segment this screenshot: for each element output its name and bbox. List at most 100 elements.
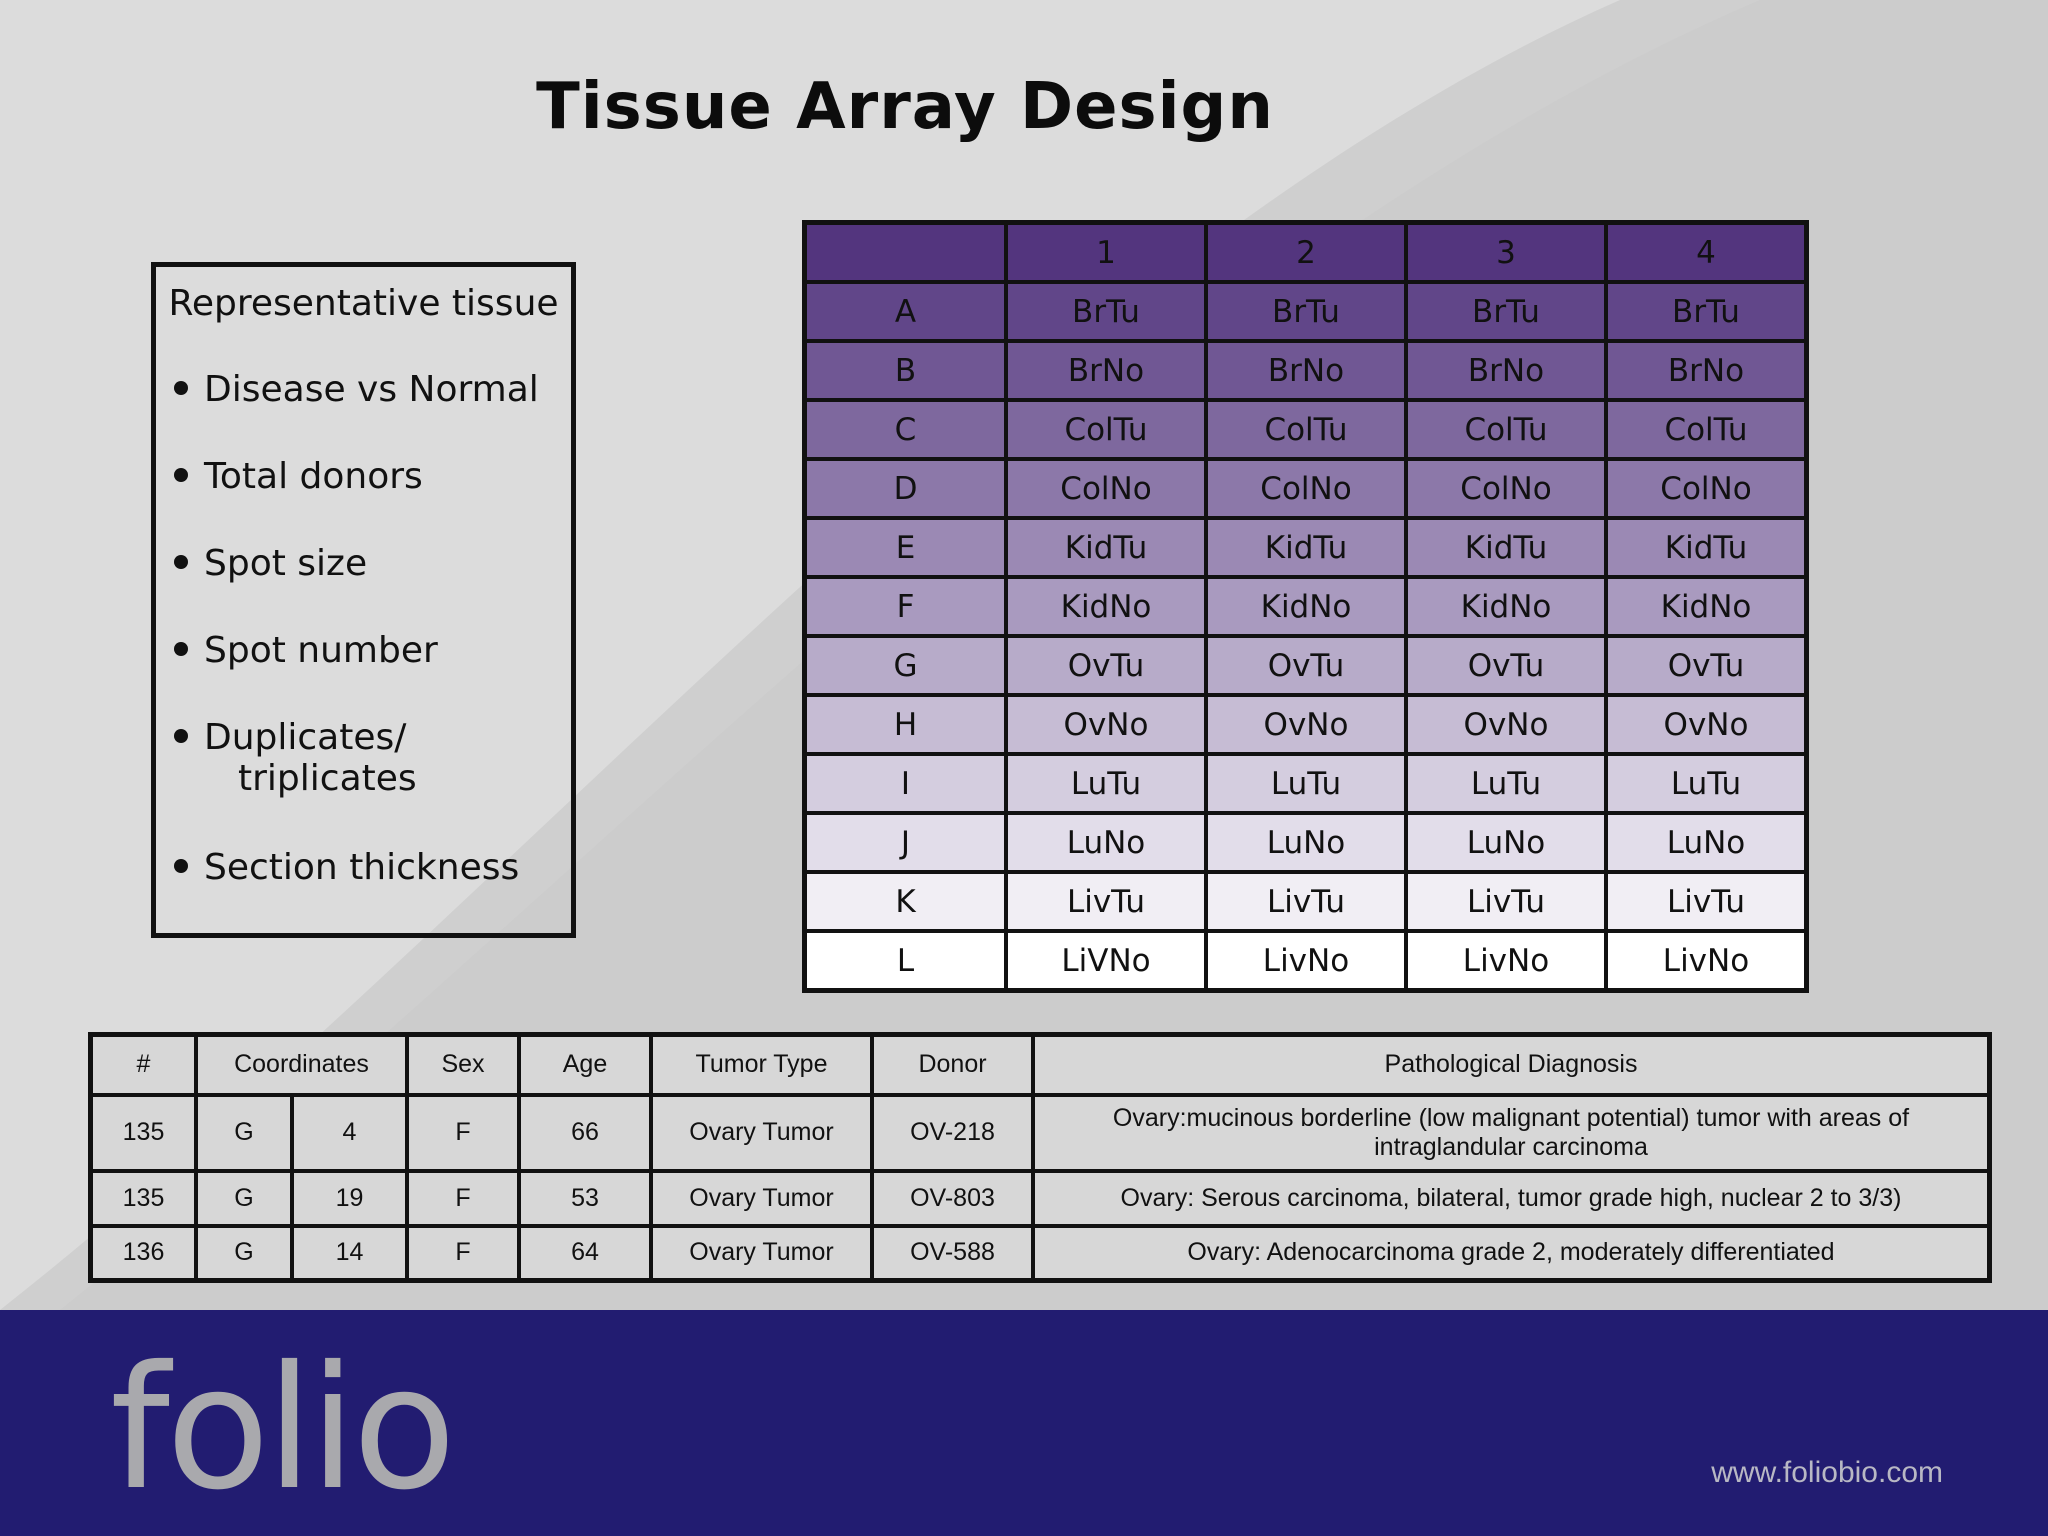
- grid-cell: OvTu: [1604, 634, 1809, 697]
- grid-cell: OvNo: [1604, 693, 1809, 756]
- donor-row: 135 G 4 F 66 Ovary Tumor OV-218 Ovary:mu…: [88, 1092, 1992, 1173]
- cell-num: 136: [88, 1223, 198, 1283]
- grid-cell: LuNo: [1204, 811, 1408, 874]
- cell-age: 53: [517, 1168, 653, 1228]
- header-age: Age: [517, 1032, 653, 1097]
- grid-cell: LivNo: [1204, 929, 1408, 993]
- box-heading: Representative tissue: [168, 283, 559, 324]
- cell-sex: F: [405, 1223, 521, 1283]
- bullet-dot-icon: [174, 381, 188, 395]
- grid-cell: KidNo: [1004, 575, 1208, 638]
- bullet-item-duplicates: Duplicates/ triplicates: [174, 717, 564, 799]
- donor-table: # Coordinates Sex Age Tumor Type Donor P…: [88, 1032, 1992, 1283]
- bullet-dot-icon: [174, 729, 188, 743]
- grid-cell: ColTu: [1204, 398, 1408, 461]
- cell-num: 135: [88, 1168, 198, 1228]
- grid-row: B BrNo BrNo BrNo BrNo: [802, 339, 1809, 402]
- header-num: #: [88, 1032, 198, 1097]
- grid-row: J LuNo LuNo LuNo LuNo: [802, 811, 1809, 874]
- cell-sex: F: [405, 1168, 521, 1228]
- grid-cell: LivTu: [1604, 870, 1809, 933]
- donor-header-row: # Coordinates Sex Age Tumor Type Donor P…: [88, 1032, 1992, 1097]
- cell-diagnosis: Ovary: Adenocarcinoma grade 2, moderatel…: [1031, 1223, 1992, 1283]
- cell-coord-col: 14: [290, 1223, 409, 1283]
- grid-cell: OvTu: [1404, 634, 1608, 697]
- grid-cell: KidNo: [1404, 575, 1608, 638]
- bullet-dot-icon: [174, 642, 188, 656]
- header-sex: Sex: [405, 1032, 521, 1097]
- grid-cell: LivTu: [1204, 870, 1408, 933]
- cell-sex: F: [405, 1092, 521, 1173]
- grid-row: C ColTu ColTu ColTu ColTu: [802, 398, 1809, 461]
- grid-row: I LuTu LuTu LuTu LuTu: [802, 752, 1809, 815]
- grid-cell: LuTu: [1004, 752, 1208, 815]
- header-coordinates: Coordinates: [194, 1032, 409, 1097]
- grid-row-label: L: [802, 929, 1008, 993]
- cell-tumor-type: Ovary Tumor: [649, 1092, 874, 1173]
- grid-cell: OvTu: [1204, 634, 1408, 697]
- grid-row-label: A: [802, 280, 1008, 343]
- grid-row-label: K: [802, 870, 1008, 933]
- grid-cell: OvTu: [1004, 634, 1208, 697]
- grid-row: D ColNo ColNo ColNo ColNo: [802, 457, 1809, 520]
- cell-diagnosis: Ovary:mucinous borderline (low malignant…: [1031, 1092, 1992, 1173]
- grid-cell: ColNo: [1204, 457, 1408, 520]
- grid-row: F KidNo KidNo KidNo KidNo: [802, 575, 1809, 638]
- cell-donor: OV-588: [870, 1223, 1035, 1283]
- cell-num: 135: [88, 1092, 198, 1173]
- grid-cell: LuNo: [1604, 811, 1809, 874]
- header-tumor-type: Tumor Type: [649, 1032, 874, 1097]
- bullet-dot-icon: [174, 555, 188, 569]
- grid-cell: BrTu: [1204, 280, 1408, 343]
- grid-header-row: 1 2 3 4: [802, 220, 1809, 284]
- grid-corner-cell: [802, 220, 1008, 284]
- bullet-item-donors: Total donors: [174, 456, 564, 497]
- slide-title: Tissue Array Design: [536, 70, 1274, 144]
- grid-cell: LuTu: [1404, 752, 1608, 815]
- grid-cell: ColTu: [1004, 398, 1208, 461]
- bullet-item-spot-number: Spot number: [174, 630, 564, 671]
- grid-row: L LiVNo LivNo LivNo LivNo: [802, 929, 1809, 993]
- grid-col-header: 2: [1204, 220, 1408, 284]
- cell-donor: OV-218: [870, 1092, 1035, 1173]
- grid-cell: OvNo: [1404, 693, 1608, 756]
- grid-cell: BrTu: [1004, 280, 1208, 343]
- grid-row: A BrTu BrTu BrTu BrTu: [802, 280, 1809, 343]
- grid-row: G OvTu OvTu OvTu OvTu: [802, 634, 1809, 697]
- bullet-dot-icon: [174, 468, 188, 482]
- grid-row-label: B: [802, 339, 1008, 402]
- cell-age: 66: [517, 1092, 653, 1173]
- cell-coord-row: G: [194, 1092, 294, 1173]
- cell-tumor-type: Ovary Tumor: [649, 1223, 874, 1283]
- grid-cell: KidNo: [1604, 575, 1809, 638]
- grid-cell: ColNo: [1404, 457, 1608, 520]
- bullet-item-disease: Disease vs Normal: [174, 369, 564, 410]
- grid-cell: BrTu: [1604, 280, 1809, 343]
- cell-coord-row: G: [194, 1223, 294, 1283]
- tissue-array-grid: 1 2 3 4 A BrTu BrTu BrTu BrTu B BrNo BrNo BrNo B…: [802, 220, 1809, 993]
- donor-row: 135 G 19 F 53 Ovary Tumor OV-803 Ovary: …: [88, 1168, 1992, 1228]
- donor-row: 136 G 14 F 64 Ovary Tumor OV-588 Ovary: …: [88, 1223, 1992, 1283]
- bullet-item-thickness: Section thickness: [174, 847, 564, 888]
- bullet-item-spot-size: Spot size: [174, 543, 564, 584]
- grid-cell: LuNo: [1004, 811, 1208, 874]
- grid-row-label: E: [802, 516, 1008, 579]
- grid-col-header: 4: [1604, 220, 1809, 284]
- cell-coord-row: G: [194, 1168, 294, 1228]
- grid-cell: KidTu: [1404, 516, 1608, 579]
- header-donor: Donor: [870, 1032, 1035, 1097]
- grid-cell: ColTu: [1604, 398, 1809, 461]
- cell-coord-col: 4: [290, 1092, 409, 1173]
- grid-cell: LivNo: [1604, 929, 1809, 993]
- cell-donor: OV-803: [870, 1168, 1035, 1228]
- grid-col-header: 1: [1004, 220, 1208, 284]
- grid-row: H OvNo OvNo OvNo OvNo: [802, 693, 1809, 756]
- grid-cell: LivTu: [1004, 870, 1208, 933]
- grid-cell: BrNo: [1604, 339, 1809, 402]
- grid-row: E KidTu KidTu KidTu KidTu: [802, 516, 1809, 579]
- grid-cell: LuTu: [1604, 752, 1809, 815]
- grid-cell: LuTu: [1204, 752, 1408, 815]
- grid-cell: OvNo: [1004, 693, 1208, 756]
- grid-cell: BrNo: [1404, 339, 1608, 402]
- cell-diagnosis: Ovary: Serous carcinoma, bilateral, tumo…: [1031, 1168, 1992, 1228]
